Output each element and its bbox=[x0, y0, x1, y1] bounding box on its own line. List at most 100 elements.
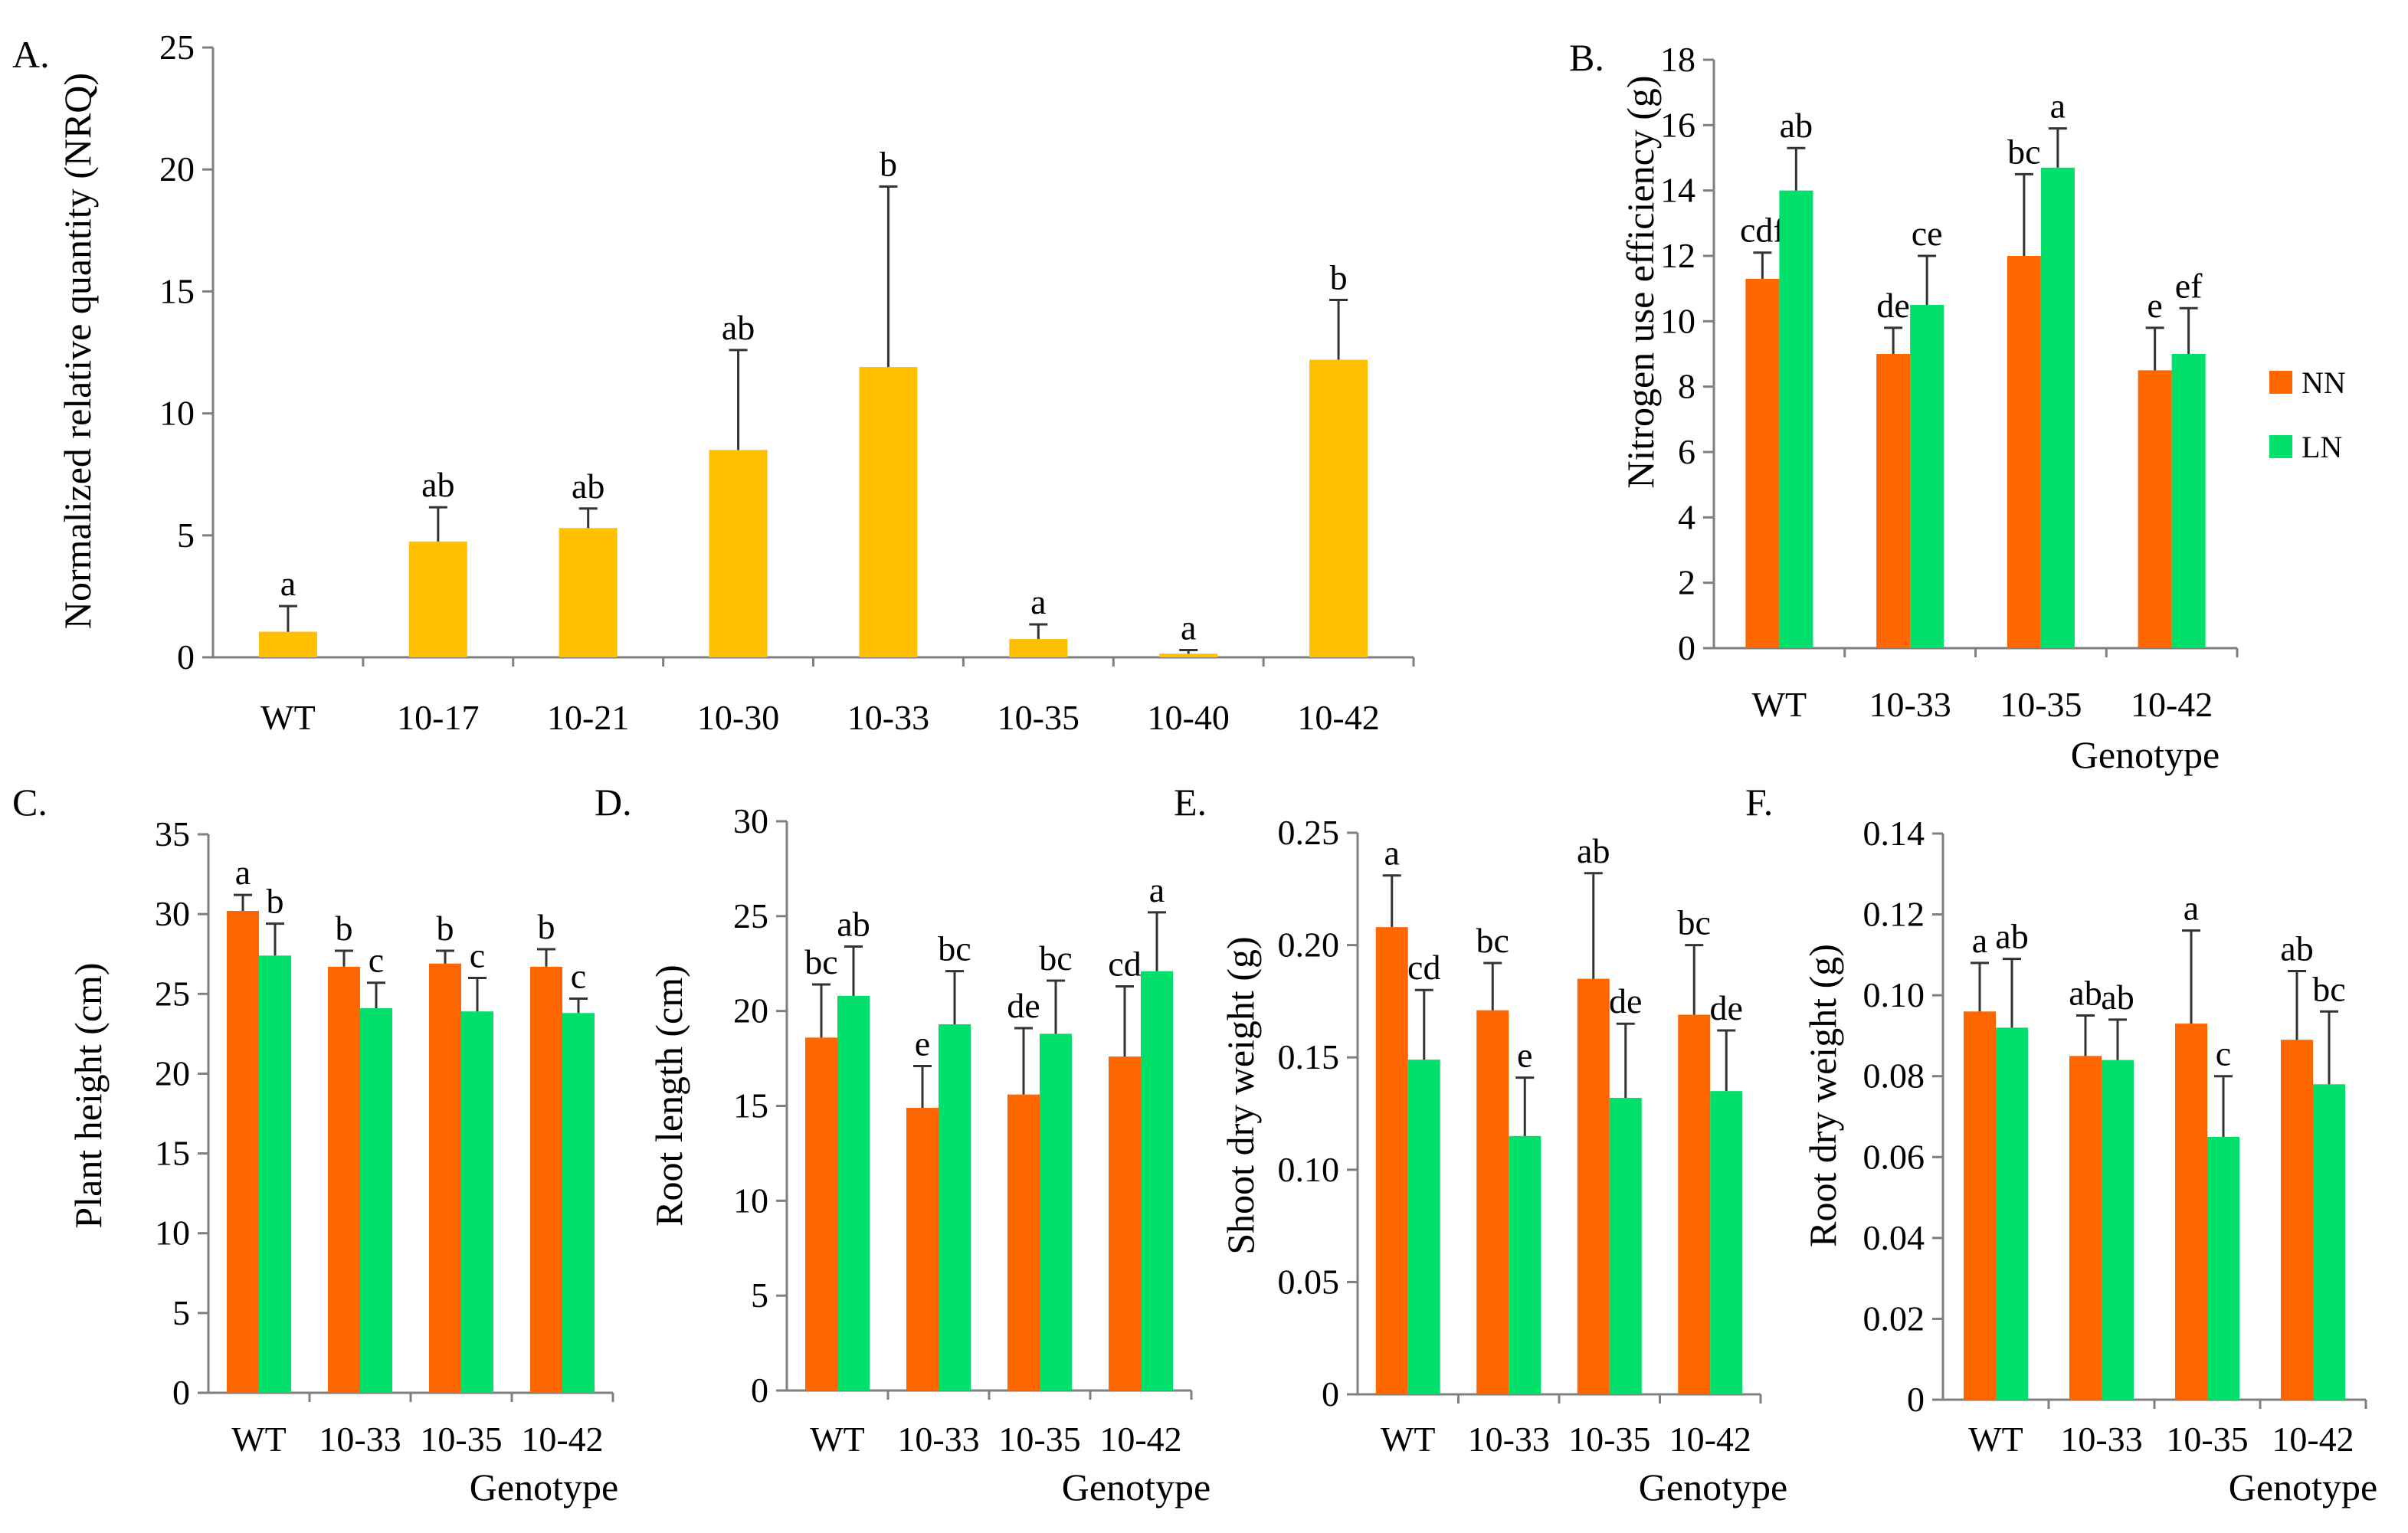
panel-c-bar-nn bbox=[530, 966, 562, 1393]
panel-f-significance-letter: c bbox=[2216, 1034, 2231, 1073]
panel-b-error-bar bbox=[2179, 306, 2198, 354]
panel-c-error-bar bbox=[234, 893, 252, 911]
panel-e-y-tick-label: 0.15 bbox=[1278, 1037, 1340, 1076]
panel-c-bar-ln bbox=[259, 955, 291, 1393]
panel-e-y-tick-label: 0 bbox=[1322, 1374, 1339, 1413]
panel-b-significance-letter: cdf bbox=[1740, 211, 1785, 250]
panel-b-bar-nn bbox=[2007, 256, 2041, 648]
panel-e-significance-letter: de bbox=[1609, 981, 1642, 1020]
panel-a-y-tick-label: 15 bbox=[159, 271, 195, 310]
panel-d-significance-letter: bc bbox=[1039, 938, 1072, 978]
panel-e-x-tick-label: WT bbox=[1381, 1420, 1436, 1459]
panel-e-error-bar bbox=[1515, 1076, 1535, 1136]
panel-e-error-bar bbox=[1414, 988, 1433, 1060]
panel-f-y-tick-label: 0.08 bbox=[1863, 1056, 1925, 1096]
panel-e-significance-letter: bc bbox=[1476, 921, 1509, 960]
panel-a-significance-letter: a bbox=[1181, 608, 1196, 647]
panel-e-y-tick-label: 0.10 bbox=[1278, 1150, 1340, 1189]
panel-a-error-bar bbox=[879, 185, 898, 368]
panel-f-y-tick-label: 0 bbox=[1907, 1380, 1925, 1419]
panel-f-y-tick-label: 0.12 bbox=[1863, 895, 1925, 934]
panel-b-y-tick-label: 12 bbox=[1660, 236, 1695, 275]
panel-a-bar bbox=[709, 450, 768, 657]
panel-c-significance-letter: b bbox=[336, 909, 353, 948]
panel-f-significance-letter: ab bbox=[1995, 917, 2028, 956]
panel-d-bar-nn bbox=[1109, 1056, 1141, 1391]
panel-f-bar-ln bbox=[2207, 1136, 2239, 1400]
panel-f-bar-nn bbox=[2175, 1024, 2207, 1400]
panel-d-y-axis-title: Root length (cm) bbox=[647, 965, 690, 1227]
panel-b-significance-letter: ce bbox=[1912, 214, 1943, 253]
panel-c-error-bar bbox=[569, 997, 588, 1014]
panel-d-error-bar bbox=[1148, 911, 1166, 971]
panel-a-error-bar bbox=[1329, 299, 1348, 360]
panel-f-bar-nn bbox=[2069, 1056, 2102, 1400]
panel-c-bar-nn bbox=[227, 910, 259, 1393]
panel-d-x-axis-title: Genotype bbox=[1062, 1466, 1211, 1508]
panel-f-error-bar bbox=[2003, 958, 2021, 1028]
panel-a-error-bar bbox=[1029, 623, 1048, 640]
panel-d-y-tick-label: 10 bbox=[733, 1181, 768, 1220]
panel-d-y-tick-label: 20 bbox=[733, 991, 768, 1030]
panel-f-y-tick-label: 0.06 bbox=[1863, 1137, 1925, 1176]
panel-e-bar-ln bbox=[1710, 1091, 1743, 1394]
panel-e-bar-ln bbox=[1609, 1097, 1642, 1394]
panel-d-x-tick-label: 10-35 bbox=[998, 1420, 1080, 1459]
panel-a-significance-letter: ab bbox=[572, 467, 604, 506]
panel-a-x-tick-label: 10-35 bbox=[998, 698, 1080, 737]
panel-c-x-axis-title: Genotype bbox=[470, 1466, 618, 1508]
panel-e-bar-nn bbox=[1678, 1014, 1711, 1394]
panel-a-error-bar bbox=[578, 507, 598, 529]
panel-d-error-bar bbox=[913, 1064, 932, 1108]
panel-c-y-tick-label: 0 bbox=[172, 1373, 190, 1412]
panel-f-bar-ln bbox=[1996, 1027, 2028, 1400]
panel-b-y-tick-label: 16 bbox=[1660, 105, 1695, 144]
panel-a-bar bbox=[1009, 639, 1068, 657]
panel-a-x-tick-label: 10-42 bbox=[1297, 698, 1379, 737]
panel-e: E. Shoot dry weight (g) 0 0.05 0.10 0.15 0.20 0… bbox=[1174, 781, 1787, 1508]
panel-d-x-tick-label: 10-42 bbox=[1099, 1420, 1181, 1459]
panel-e-bar-ln bbox=[1407, 1060, 1440, 1394]
panel-a-bar bbox=[1159, 653, 1218, 657]
panel-a-x-tick-label: 10-17 bbox=[397, 698, 479, 737]
panel-d-bar-ln bbox=[1040, 1033, 1072, 1391]
panel-f-significance-letter: ab bbox=[2280, 929, 2313, 968]
panel-c-significance-letter: a bbox=[235, 853, 251, 892]
panel-b-error-bar bbox=[1918, 254, 1937, 305]
panel-f-x-tick-label: 10-35 bbox=[2166, 1420, 2248, 1459]
panel-b-significance-letter: bc bbox=[2007, 132, 2040, 171]
panel-b-x-axis-title: Genotype bbox=[2071, 733, 2220, 776]
panel-c-y-axis-title: Plant height (cm) bbox=[67, 962, 110, 1228]
panel-b-error-bar bbox=[2145, 326, 2164, 371]
panel-d-bar-nn bbox=[1007, 1094, 1040, 1391]
panel-e-significance-letter: ab bbox=[1577, 831, 1610, 870]
panel-d-error-bar bbox=[844, 945, 863, 996]
panel-c-bar-ln bbox=[461, 1011, 493, 1393]
panel-d-y-tick-label: 15 bbox=[733, 1086, 768, 1125]
panel-b-y-tick-label: 0 bbox=[1678, 628, 1695, 667]
panel-f-error-bar bbox=[2076, 1014, 2095, 1056]
panel-f-significance-letter: a bbox=[2184, 889, 2199, 928]
panel-b-y-tick-label: 6 bbox=[1678, 432, 1695, 471]
panel-b-label: B. bbox=[1569, 36, 1604, 79]
panel-e-label: E. bbox=[1174, 781, 1207, 824]
panel-e-significance-letter: de bbox=[1710, 988, 1743, 1027]
panel-c-significance-letter: c bbox=[470, 935, 485, 975]
panel-e-error-bar bbox=[1382, 874, 1401, 928]
panel-a-y-tick-label: 25 bbox=[159, 28, 195, 67]
panel-e-significance-letter: a bbox=[1384, 834, 1400, 873]
panel-f-bar-nn bbox=[2281, 1040, 2313, 1400]
panel-d-significance-letter: bc bbox=[938, 929, 971, 968]
panel-c-y-tick-label: 30 bbox=[155, 894, 190, 933]
panel-b-x-tick-label: WT bbox=[1752, 685, 1807, 724]
panel-b-bar-ln bbox=[1910, 305, 1944, 648]
panel-c-x-tick-label: 10-42 bbox=[521, 1420, 603, 1459]
panel-c-significance-letter: b bbox=[538, 907, 555, 946]
panel-f-y-tick-label: 0.04 bbox=[1863, 1218, 1925, 1257]
panel-e-x-tick-label: 10-35 bbox=[1568, 1420, 1650, 1459]
panel-e-y-tick-label: 0.25 bbox=[1278, 813, 1340, 852]
panel-e-error-bar bbox=[1616, 1022, 1635, 1098]
panel-d-bar-nn bbox=[906, 1107, 939, 1391]
panel-c-y-tick-label: 25 bbox=[155, 974, 190, 1013]
panel-e-x-tick-label: 10-33 bbox=[1468, 1420, 1550, 1459]
